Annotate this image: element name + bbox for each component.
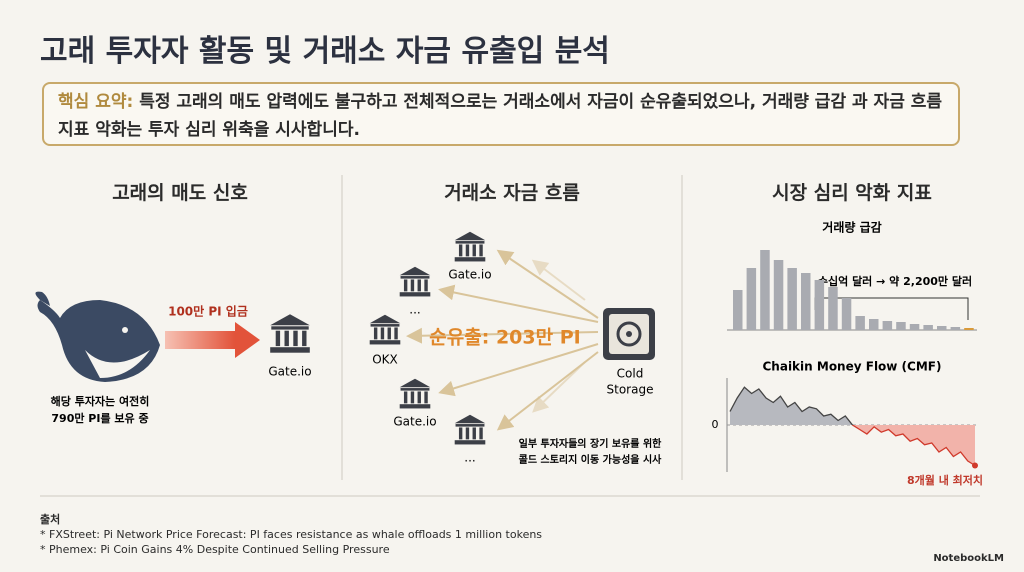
- note: 일부 투자자들의 장기 보유를 위한: [519, 437, 663, 450]
- note: 해당 투자자는 여전히: [51, 394, 150, 408]
- title: 고래 투자자 활동 및 거래소 자금 유출입 분석: [40, 34, 610, 69]
- graphics: 100만 PI 입금 Gate.io 해당 투자자는 여전히 790만 PI를 …: [35, 175, 983, 497]
- bar: [787, 268, 797, 330]
- bracket: [814, 297, 969, 320]
- heading: 고래의 매도 신호: [112, 182, 248, 204]
- summary: 핵심 요약: 특정 고래의 매도 압력에도 불구하고 전체적으로는 거래소에서 …: [42, 82, 960, 146]
- exchange-icon: [454, 414, 486, 445]
- annotation: 수십억 달러 → 약 2,200만 달러: [818, 274, 972, 288]
- bar: [937, 326, 947, 330]
- heading: 시장 심리 악화 지표: [772, 182, 932, 204]
- bar: [801, 273, 811, 330]
- chart-title: Chaikin Money Flow (CMF): [763, 360, 942, 374]
- cmf-low-point: [972, 462, 978, 469]
- sources-heading: 출처: [40, 513, 61, 526]
- bar: [909, 324, 920, 330]
- source-label: Storage: [607, 383, 654, 397]
- exchange-label: ...: [464, 451, 475, 465]
- bar: [882, 321, 893, 330]
- cmf-area-positive: [730, 387, 975, 425]
- note: 콜드 스토리지 이동 가능성을 시사: [519, 453, 663, 466]
- y-tick-label: 0: [712, 418, 719, 431]
- net-outflow: 순유출: 203만 PI: [429, 327, 580, 349]
- exchange-label: Gate.io: [448, 268, 491, 282]
- exchange-label: ...: [409, 303, 420, 317]
- arrow-label: 100만 PI 입금: [168, 304, 248, 319]
- note: 790만 PI를 보유 중: [51, 411, 148, 425]
- exchange-label: Gate.io: [393, 415, 436, 429]
- whale-icon: [35, 291, 160, 382]
- safe-icon: [603, 308, 655, 360]
- summary-text: 특정 고래의 매도 압력에도 불구하고 전체적으로는 거래소에서 자금이 순유출…: [58, 92, 943, 140]
- bar: [828, 287, 838, 330]
- annotation: 8개월 내 최저치: [907, 473, 983, 487]
- bar: [760, 250, 770, 330]
- exchange-icon: [399, 266, 431, 297]
- chart-title: 거래량 급감: [822, 220, 881, 235]
- summary-label: 핵심 요약:: [58, 92, 134, 112]
- heading: 거래소 자금 흐름: [444, 182, 580, 204]
- cmf-line: [851, 425, 976, 467]
- flow-arrows: [406, 249, 599, 431]
- bar: [814, 280, 825, 330]
- bar: [773, 260, 784, 330]
- exchange-label: OKX: [372, 353, 398, 367]
- bar: [896, 322, 906, 330]
- exchange-icon: [369, 314, 401, 345]
- arrow: [165, 331, 235, 349]
- bar: [841, 298, 852, 330]
- exchange-icon: [270, 314, 310, 353]
- source-label: Cold: [617, 367, 644, 381]
- bar: [869, 319, 879, 330]
- brand: NotebookLM: [933, 553, 1004, 564]
- arrow: [235, 322, 260, 358]
- exchange-label: Gate.io: [268, 365, 311, 379]
- source: * FXStreet: Pi Network Price Forecast: P…: [40, 528, 543, 541]
- bar: [733, 290, 743, 330]
- bar: [746, 268, 757, 330]
- sources: 출처 * FXStreet: Pi Network Price Forecast…: [40, 512, 542, 557]
- cmf-area-negative: [730, 425, 975, 466]
- exchange-icon: [399, 378, 431, 409]
- bar: [855, 316, 865, 330]
- bar: [950, 327, 961, 330]
- source: * Phemex: Pi Coin Gains 4% Despite Conti…: [40, 543, 390, 556]
- bar: [964, 328, 974, 330]
- bar: [923, 325, 933, 330]
- cmf-line: [729, 386, 854, 425]
- exchange-icon: [454, 231, 486, 262]
